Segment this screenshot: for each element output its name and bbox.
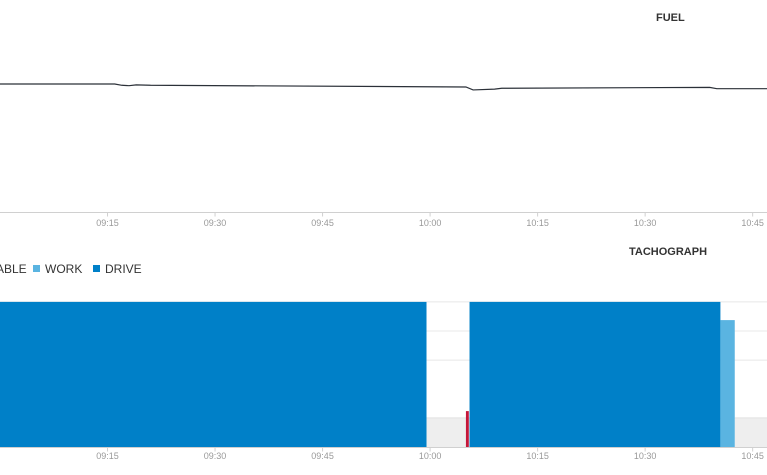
tachograph-segment-work xyxy=(720,320,735,448)
tachograph-tick-label: 10:30 xyxy=(634,451,657,461)
legend-label-available[interactable]: ABLE xyxy=(0,262,27,276)
fuel-tick-label: 10:30 xyxy=(634,218,657,228)
tachograph-chart-title: TACHOGRAPH xyxy=(629,246,707,258)
tachograph-segment-available xyxy=(465,411,469,448)
tachograph-chart: TACHOGRAPH ABLE WORK DRIVE 09:15 09:30 09:… xyxy=(0,246,767,461)
fuel-tick-label: 10:45 xyxy=(741,218,764,228)
fuel-tick-label: 10:15 xyxy=(526,218,549,228)
legend-label-drive[interactable]: DRIVE xyxy=(105,262,142,276)
tachograph-rest-bands xyxy=(426,417,767,448)
tachograph-tick-label: 10:45 xyxy=(741,451,764,461)
fuel-chart: FUEL 09:15 09:30 09:45 10:00 10:15 10:30 10:45 xyxy=(0,12,767,228)
tachograph-segments xyxy=(0,301,735,448)
fuel-tick-label: 09:45 xyxy=(311,218,334,228)
tachograph-tick-label: 09:30 xyxy=(204,451,227,461)
tachograph-tick-label: 10:00 xyxy=(419,451,442,461)
fuel-tick-label: 10:00 xyxy=(419,218,442,228)
fuel-tick-label: 09:15 xyxy=(96,218,119,228)
tachograph-legend: ABLE WORK DRIVE xyxy=(0,262,142,276)
tachograph-segment-drive xyxy=(0,301,427,448)
legend-label-work[interactable]: WORK xyxy=(45,262,82,276)
tachograph-tick-label: 09:15 xyxy=(96,451,119,461)
tachograph-segment-drive xyxy=(469,301,721,448)
rest-band xyxy=(734,417,767,448)
legend-swatch-drive xyxy=(93,265,100,272)
fuel-x-ticks: 09:15 09:30 09:45 10:00 10:15 10:30 10:45 xyxy=(96,212,764,228)
tachograph-tick-label: 09:45 xyxy=(311,451,334,461)
tachograph-x-ticks: 09:15 09:30 09:45 10:00 10:15 10:30 10:45 xyxy=(96,447,764,461)
tachograph-tick-label: 10:15 xyxy=(526,451,549,461)
rest-band xyxy=(426,417,470,448)
fuel-series-line[interactable] xyxy=(0,83,767,91)
fuel-tick-label: 09:30 xyxy=(204,218,227,228)
fuel-chart-title: FUEL xyxy=(656,12,685,24)
legend-swatch-work xyxy=(33,265,40,272)
